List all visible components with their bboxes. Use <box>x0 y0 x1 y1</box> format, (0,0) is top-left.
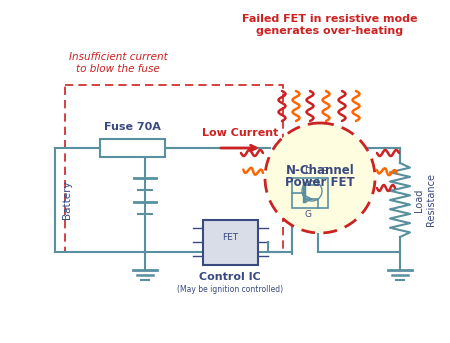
Text: G: G <box>305 210 311 219</box>
Text: Failed FET in resistive mode: Failed FET in resistive mode <box>242 14 418 24</box>
Text: to blow the fuse: to blow the fuse <box>76 64 160 74</box>
Bar <box>100 139 165 157</box>
Bar <box>65 85 283 252</box>
Text: D: D <box>305 167 311 176</box>
Circle shape <box>265 123 375 233</box>
Text: Low Current: Low Current <box>202 128 278 138</box>
Text: S: S <box>321 167 327 176</box>
Bar <box>292 178 328 208</box>
Text: N-Channel: N-Channel <box>286 164 355 177</box>
Text: Battery: Battery <box>62 181 72 219</box>
Text: (May be ignition controlled): (May be ignition controlled) <box>177 284 283 294</box>
Text: Fuse 70A: Fuse 70A <box>104 122 161 132</box>
Text: generates over-heating: generates over-heating <box>256 26 404 36</box>
Bar <box>202 220 257 264</box>
Text: Power FET: Power FET <box>285 176 355 189</box>
Text: Control IC: Control IC <box>199 272 261 283</box>
Text: FET: FET <box>222 233 238 241</box>
Text: Load
Resistance: Load Resistance <box>414 174 436 226</box>
Text: Insufficient current: Insufficient current <box>68 52 167 62</box>
